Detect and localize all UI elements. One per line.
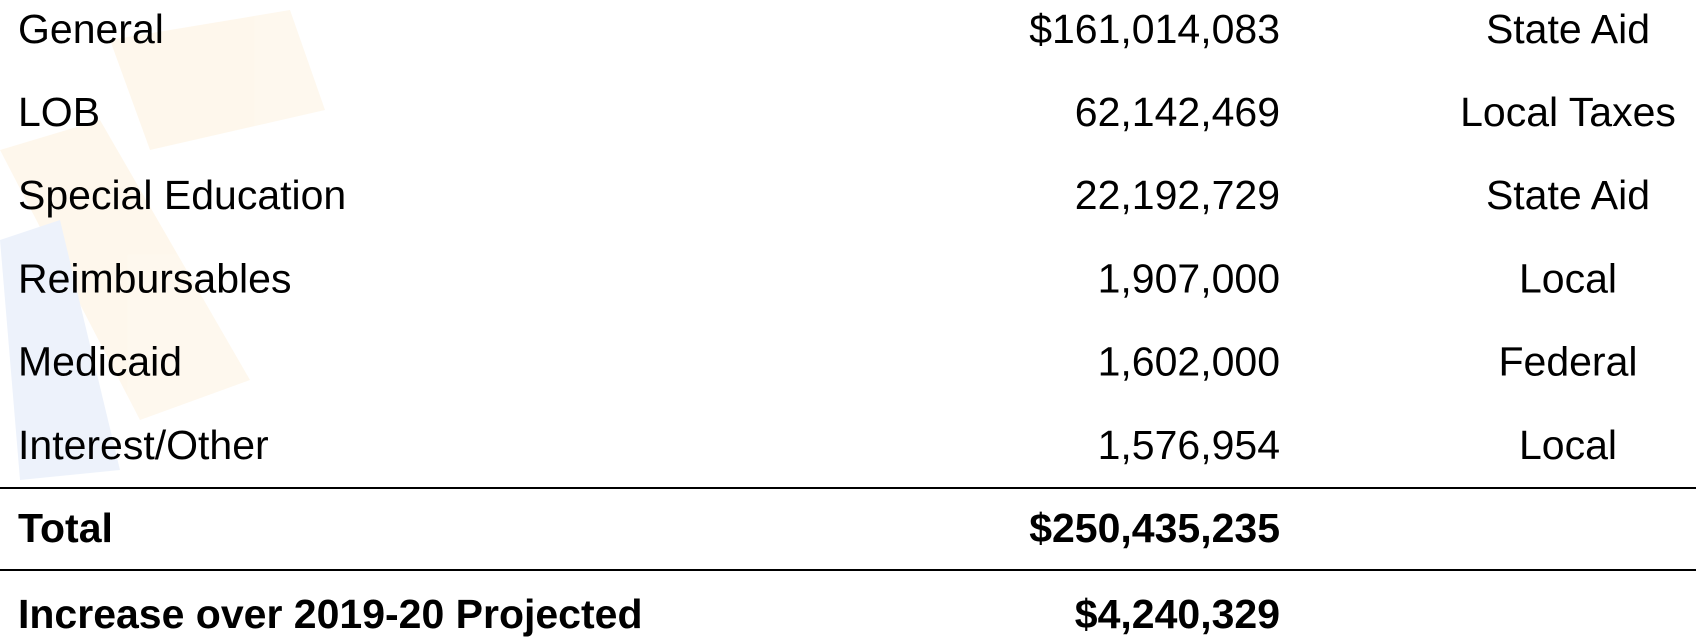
source: Local Taxes — [1460, 89, 1676, 135]
amount: 62,142,469 — [1075, 89, 1280, 135]
fund-label: LOB — [18, 89, 100, 135]
amount: 1,907,000 — [1098, 255, 1280, 301]
fund-label: Special Education — [18, 172, 346, 218]
background-decor — [0, 10, 325, 480]
fund-label: Reimbursables — [18, 255, 291, 301]
fund-label: Medicaid — [18, 339, 182, 385]
total-fund-label: Total — [18, 505, 113, 551]
source: State Aid — [1486, 6, 1650, 52]
fund-label: Interest/Other — [18, 422, 269, 468]
amount: 1,576,954 — [1098, 422, 1280, 468]
amount: 22,192,729 — [1075, 172, 1280, 218]
table: General $161,014,083 State Aid LOB 62,142,46… — [18, 6, 1676, 637]
source: Federal — [1498, 339, 1637, 385]
total-amount: $250,435,235 — [1029, 505, 1280, 551]
amount: $161,014,083 — [1029, 6, 1280, 52]
increase-fund-label: Increase over 2019-20 Projected — [18, 591, 643, 637]
fund-label: General — [18, 6, 164, 52]
amount: 1,602,000 — [1098, 339, 1280, 385]
increase-amount: $4,240,329 — [1075, 591, 1280, 637]
source: Local — [1519, 422, 1617, 468]
source: Local — [1519, 255, 1617, 301]
source: State Aid — [1486, 172, 1650, 218]
